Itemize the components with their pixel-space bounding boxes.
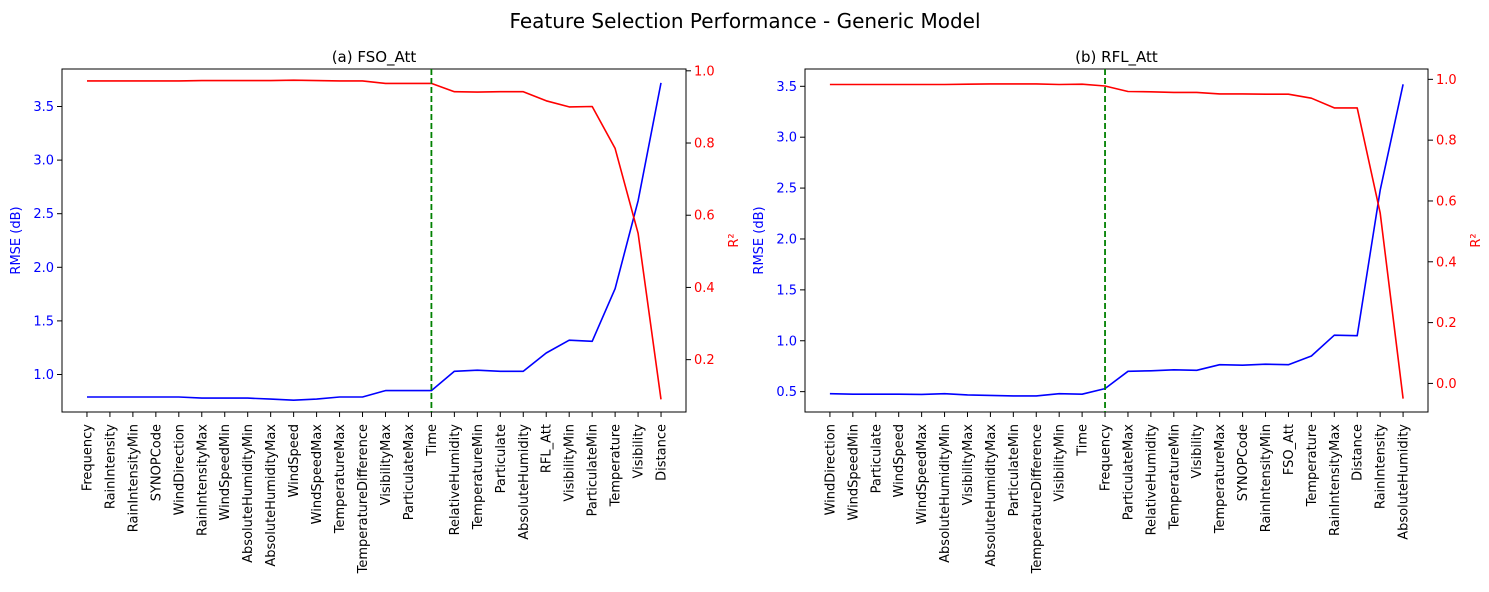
x-tick-label: RainIntensityMax bbox=[195, 424, 210, 536]
x-tick-label: RelativeHumidity bbox=[448, 424, 463, 536]
x-tick-label: RainIntensityMin bbox=[126, 424, 141, 532]
right-axis-label: R² bbox=[727, 233, 742, 247]
x-tick-label: VisibilityMin bbox=[563, 424, 578, 502]
right-tick-label: 1.0 bbox=[1436, 73, 1457, 88]
x-tick-label: TemperatureMax bbox=[1213, 424, 1228, 535]
x-tick-label: VisibilityMin bbox=[1053, 424, 1068, 502]
x-tick-label: ParticulateMin bbox=[586, 424, 601, 516]
panel-rfl-att: (b) RFL_Att 0.5 1.0 1.5 2.0 2.5 3.0 3.5 0.0 0.2 0.… bbox=[752, 48, 1484, 574]
x-tick-label: VisibilityMax bbox=[961, 424, 976, 506]
x-tick-label: VisibilityMax bbox=[379, 424, 394, 506]
left-tick-label: 3.0 bbox=[33, 154, 54, 169]
x-tick-label: WindSpeedMin bbox=[846, 424, 861, 521]
x-tick-label: WindSpeedMax bbox=[915, 424, 930, 525]
x-tick-label: Distance bbox=[655, 424, 670, 481]
right-tick-label: 0.2 bbox=[694, 353, 715, 368]
right-tick-label: 0.8 bbox=[1436, 134, 1457, 149]
x-tick-label: Temperature bbox=[1305, 424, 1320, 507]
r2-series-line bbox=[87, 79, 662, 400]
x-tick-label: AbsoluteHumidityMin bbox=[938, 424, 953, 563]
x-tick-label: RFL_Att bbox=[540, 424, 555, 473]
x-tick-label: AbsoluteHumidity bbox=[1397, 424, 1412, 540]
left-tick-label: 0.5 bbox=[776, 385, 797, 400]
left-tick-label: 1.5 bbox=[33, 314, 54, 329]
x-tick-label: TemperatureDifference bbox=[1030, 424, 1045, 574]
rmse-series-line bbox=[829, 84, 1404, 397]
x-tick-label: AbsoluteHumidityMax bbox=[264, 424, 279, 567]
x-tick-label: Particulate bbox=[869, 424, 884, 493]
x-tick-label: TemperatureDifference bbox=[356, 424, 371, 574]
x-tick-label: RainIntensity bbox=[1374, 424, 1389, 509]
panel-title: (b) RFL_Att bbox=[1075, 48, 1158, 67]
rmse-series-line bbox=[87, 82, 662, 402]
x-tick-label: WindSpeed bbox=[287, 424, 302, 497]
right-tick-label: 1.0 bbox=[694, 64, 715, 79]
left-tick-label: 2.0 bbox=[33, 261, 54, 276]
x-tick-label: WindSpeedMin bbox=[218, 424, 233, 521]
x-tick-label: Temperature bbox=[609, 424, 624, 507]
x-tick-label: Visibility bbox=[1190, 424, 1205, 479]
right-tick-label: 0.4 bbox=[694, 281, 715, 296]
left-tick-label: 3.0 bbox=[776, 131, 797, 146]
x-tick-label: Frequency bbox=[1099, 424, 1114, 491]
x-tick-label: TemperatureMin bbox=[471, 424, 486, 530]
x-tick-label: WindSpeed bbox=[892, 424, 907, 497]
x-tick-label: Particulate bbox=[494, 424, 509, 493]
right-tick-label: 0.6 bbox=[1436, 194, 1457, 209]
right-tick-label: 0.6 bbox=[694, 209, 715, 224]
x-tick-label: SYNOPCode bbox=[149, 424, 164, 501]
x-tick-label: WindDirection bbox=[823, 424, 838, 515]
panel-fso-att: (a) FSO_Att 1.0 1.5 2.0 2.5 3.0 3.5 0.2 0.4 0.6 0.… bbox=[9, 48, 742, 574]
x-tick-label: ParticulateMin bbox=[1007, 424, 1022, 516]
axes-frame bbox=[61, 68, 687, 413]
left-tick-label: 3.5 bbox=[776, 80, 797, 95]
axes-frame bbox=[804, 68, 1429, 413]
x-tick-label: RainIntensityMin bbox=[1259, 424, 1274, 532]
x-tick-label: Time bbox=[425, 424, 440, 457]
figure-title: Feature Selection Performance - Generic … bbox=[509, 9, 980, 33]
x-tick-label: AbsoluteHumidityMin bbox=[241, 424, 256, 563]
left-tick-label: 3.5 bbox=[33, 100, 54, 115]
r2-series-line bbox=[829, 83, 1404, 399]
left-tick-label: 1.0 bbox=[33, 368, 54, 383]
left-tick-label: 2.5 bbox=[33, 207, 54, 222]
left-axis-label: RMSE (dB) bbox=[752, 206, 767, 274]
x-tick-label: RainIntensityMax bbox=[1328, 424, 1343, 536]
x-tick-label: TemperatureMin bbox=[1167, 424, 1182, 530]
x-tick-label: RainIntensity bbox=[103, 424, 118, 509]
x-tick-label: AbsoluteHumidity bbox=[517, 424, 532, 540]
x-tick-label: Time bbox=[1076, 424, 1091, 457]
x-tick-label: ParticulateMax bbox=[1121, 424, 1136, 521]
right-tick-label: 0.0 bbox=[1436, 377, 1457, 392]
x-tick-label: Visibility bbox=[632, 424, 647, 479]
right-tick-label: 0.2 bbox=[1436, 316, 1457, 331]
left-tick-label: 2.5 bbox=[776, 182, 797, 197]
x-tick-label: Distance bbox=[1351, 424, 1366, 481]
x-tick-label: Frequency bbox=[80, 424, 95, 491]
panel-title: (a) FSO_Att bbox=[332, 48, 417, 67]
left-tick-label: 1.5 bbox=[776, 283, 797, 298]
x-tick-label: TemperatureMax bbox=[333, 424, 348, 535]
x-tick-label: WindSpeedMax bbox=[310, 424, 325, 525]
left-tick-label: 2.0 bbox=[776, 232, 797, 247]
left-tick-label: 1.0 bbox=[776, 334, 797, 349]
x-tick-label: AbsoluteHumidityMax bbox=[984, 424, 999, 567]
x-tick-label: ParticulateMax bbox=[402, 424, 417, 521]
x-tick-label: RelativeHumidity bbox=[1144, 424, 1159, 536]
x-tick-label: SYNOPCode bbox=[1236, 424, 1251, 501]
right-tick-label: 0.8 bbox=[694, 137, 715, 152]
x-tick-label: WindDirection bbox=[172, 424, 187, 515]
x-tick-label: FSO_Att bbox=[1282, 424, 1297, 475]
right-tick-label: 0.4 bbox=[1436, 255, 1457, 270]
left-axis-label: RMSE (dB) bbox=[9, 206, 24, 274]
right-axis-label: R² bbox=[1469, 233, 1484, 247]
